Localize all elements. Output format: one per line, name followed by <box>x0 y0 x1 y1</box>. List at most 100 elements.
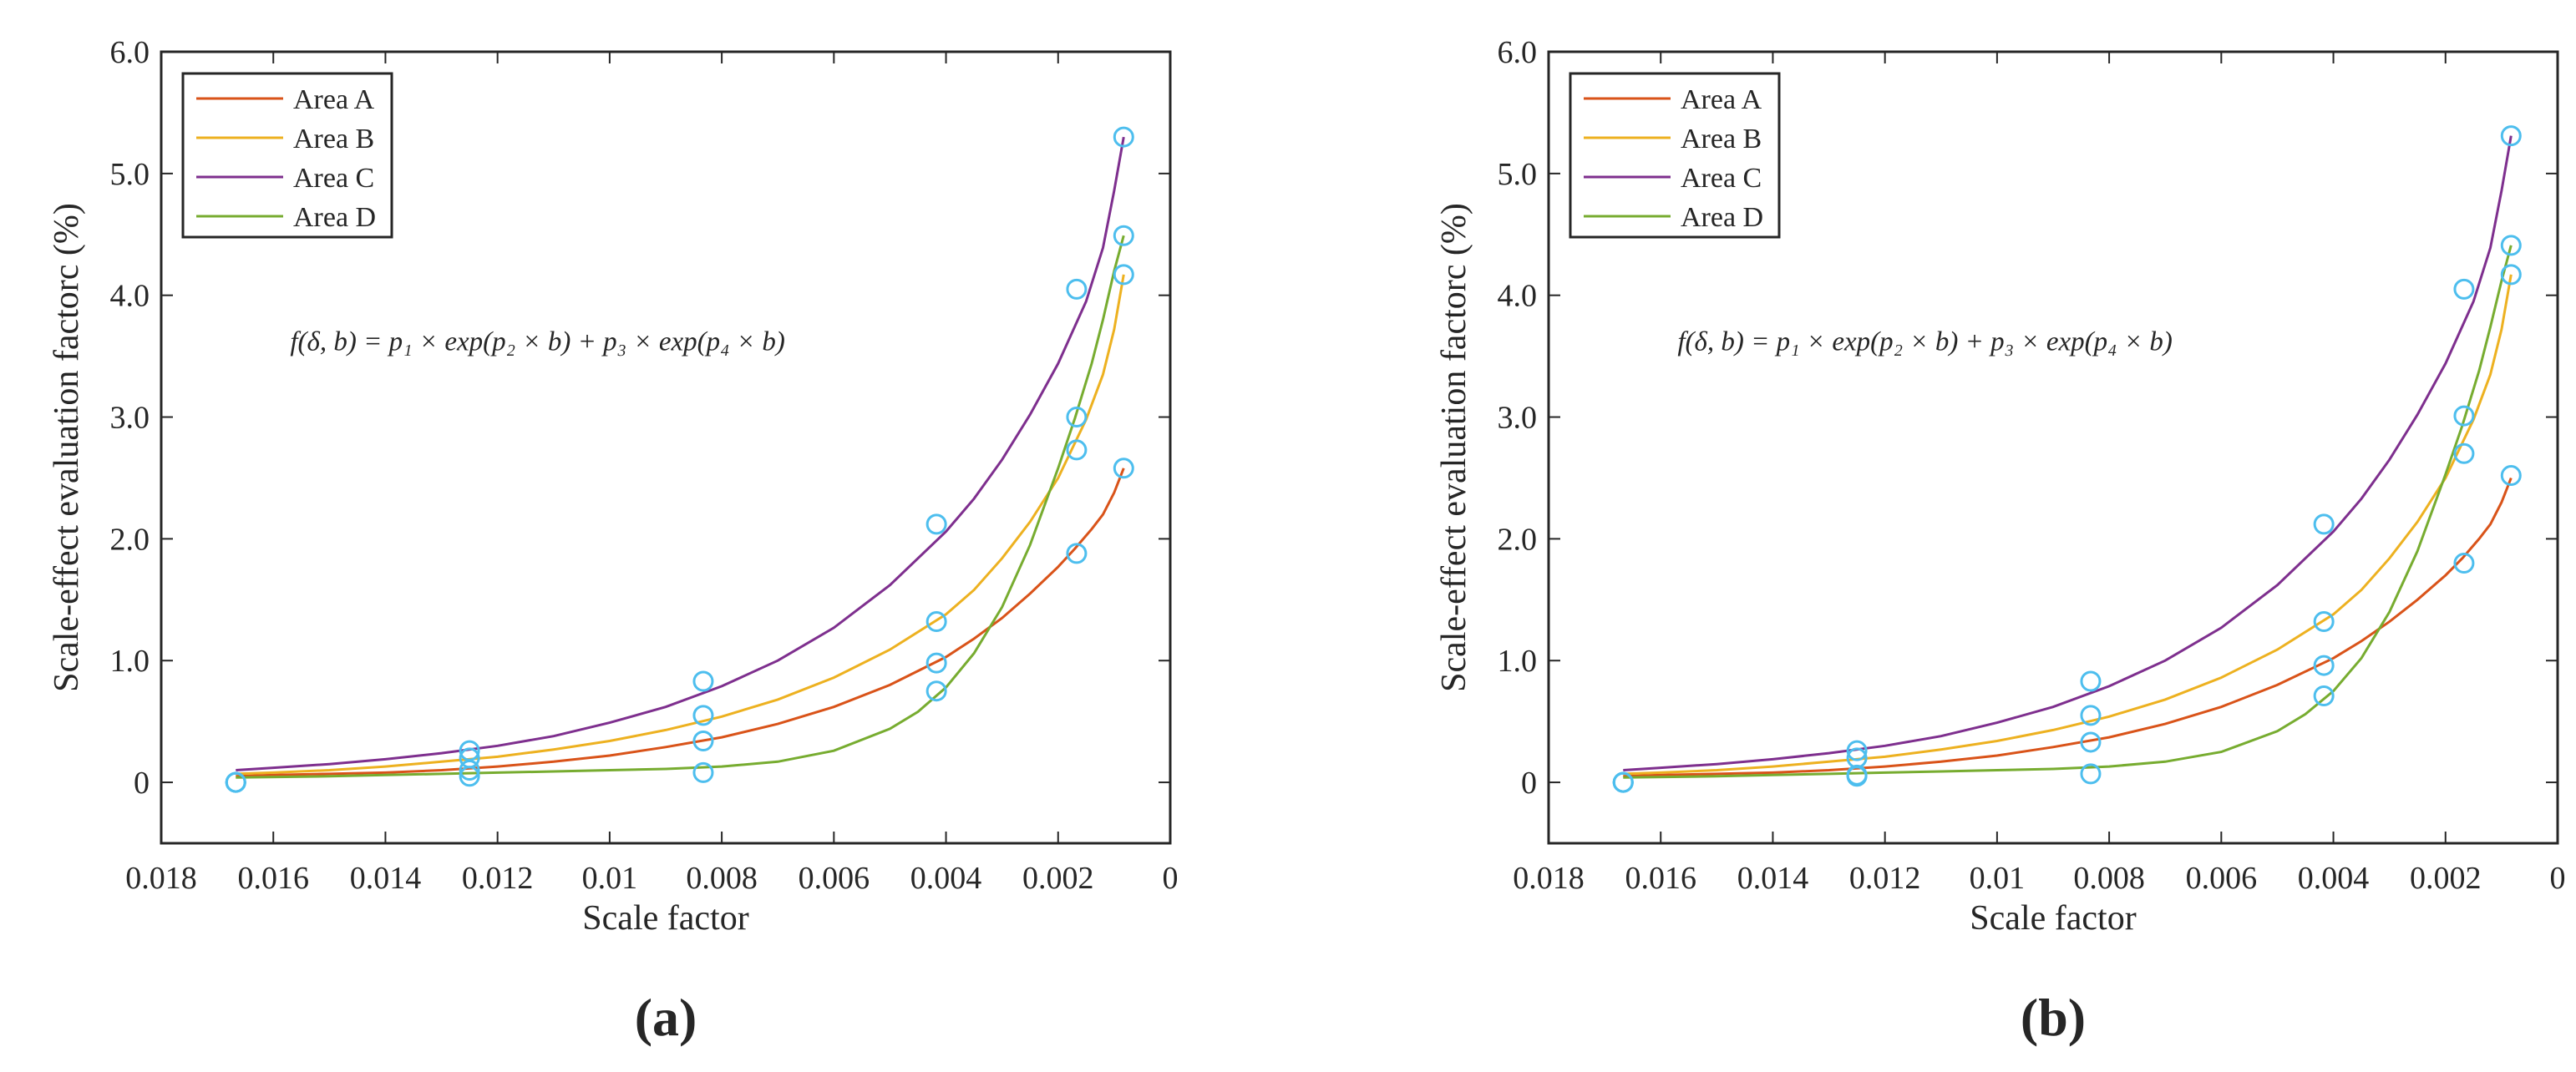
y-tick-label: 3.0 <box>1498 401 1538 436</box>
data-point-area-d <box>925 680 947 702</box>
x-tick-label: 0.014 <box>350 861 422 896</box>
chart-panel-a: 0 1.0 2.0 3.0 4.0 5.0 6.0 0.018 0.016 0.014 0.012 0… <box>48 35 1179 1047</box>
x-tick-label: 0.006 <box>799 861 870 896</box>
data-point-area-d <box>1612 771 1634 793</box>
chart-panel-b: 0 1.0 2.0 3.0 4.0 5.0 6.0 0.018 0.016 0.014 0.012 0… <box>1435 35 2566 1047</box>
x-tick-label: 0.008 <box>686 861 758 896</box>
data-point-area-b <box>692 705 714 726</box>
y-tick-label: 1.0 <box>110 644 150 679</box>
y-tick-label: 2.0 <box>1498 522 1538 557</box>
legend-label: Area B <box>1681 124 1762 154</box>
y-axis-label: Scale-effect evaluation factorc (%) <box>1435 203 1473 692</box>
y-tick-label: 5.0 <box>110 157 150 192</box>
data-point-area-c <box>2313 513 2335 535</box>
equation-annotation: f(δ, b) = p₁ × exp(p₂ × b) + p₃ × exp(p₄… <box>1677 326 2173 356</box>
data-point-area-b <box>2500 264 2522 286</box>
legend-label: Area C <box>1681 163 1762 194</box>
legend-label: Area A <box>1681 84 1762 115</box>
x-axis-label: Scale factor <box>1970 899 2136 938</box>
curve-area-c <box>1623 135 2513 771</box>
data-point-area-a <box>925 652 947 674</box>
data-point-area-b <box>2453 405 2475 427</box>
curve-area-d <box>236 235 1125 779</box>
curve-area-b <box>1623 274 2513 776</box>
y-tick-label: 6.0 <box>110 35 150 70</box>
plot-frame <box>160 50 1172 845</box>
data-point-area-d <box>1113 225 1134 246</box>
legend: Area A Area B Area C Area D <box>1569 72 1781 239</box>
data-point-area-d <box>692 761 714 783</box>
data-point-area-b <box>2080 705 2102 726</box>
y-tick-label: 4.0 <box>1498 279 1538 314</box>
x-tick-label: 0.008 <box>2073 861 2145 896</box>
y-tick-label: 0 <box>134 766 150 801</box>
panel-label: (a) <box>635 988 697 1047</box>
y-tick-label: 3.0 <box>110 401 150 436</box>
curve-area-d <box>1623 245 2513 779</box>
data-point-area-c <box>1113 126 1134 148</box>
curve-area-b <box>236 274 1125 776</box>
data-point-area-d <box>225 771 246 793</box>
x-tick-label: 0.016 <box>237 861 309 896</box>
plot-frame <box>1547 50 2559 845</box>
data-point-area-b <box>2313 611 2335 633</box>
data-point-area-d <box>2453 442 2475 464</box>
x-tick-label: 0.002 <box>2410 861 2482 896</box>
data-point-area-d <box>2313 685 2335 707</box>
data-point-area-b <box>1113 264 1134 286</box>
data-point-area-a <box>2453 553 2475 574</box>
data-point-area-c <box>2080 670 2102 692</box>
legend-label: Area D <box>1681 202 1763 233</box>
x-tick-label: 0 <box>1163 861 1179 896</box>
curve-area-c <box>236 136 1125 771</box>
x-tick-label: 0.012 <box>462 861 534 896</box>
data-point-area-c <box>459 740 480 761</box>
y-tick-label: 1.0 <box>1498 644 1538 679</box>
data-point-area-c <box>1846 740 1868 761</box>
data-point-area-d <box>1846 766 1868 787</box>
x-tick-label: 0.014 <box>1737 861 1809 896</box>
legend-box <box>1569 72 1781 239</box>
y-axis-label: Scale-effect evaluation factorc (%) <box>48 203 86 692</box>
data-point-area-c <box>2500 125 2522 147</box>
x-tick-label: 0.01 <box>1970 861 2026 896</box>
x-tick-label: 0.016 <box>1625 861 1696 896</box>
legend: Area A Area B Area C Area D <box>181 72 393 239</box>
x-tick-label: 0.006 <box>2186 861 2258 896</box>
legend-label: Area C <box>293 163 374 194</box>
data-point-area-a <box>2500 465 2522 487</box>
x-tick-label: 0.018 <box>125 861 197 896</box>
data-point-area-b <box>925 611 947 633</box>
x-tick-label: 0.01 <box>582 861 638 896</box>
legend-label: Area B <box>293 124 374 154</box>
curve-area-a <box>236 468 1125 778</box>
data-point-area-a <box>2080 731 2102 753</box>
data-point-area-a <box>1066 543 1088 564</box>
legend-label: Area D <box>293 202 376 233</box>
data-point-area-a <box>2313 655 2335 676</box>
y-tick-label: 4.0 <box>110 279 150 314</box>
x-tick-label: 0.004 <box>910 861 982 896</box>
data-point-area-c <box>692 670 714 692</box>
legend-box <box>181 72 393 239</box>
curve-area-a <box>1623 477 2513 778</box>
data-point-area-d <box>2500 235 2522 256</box>
data-point-area-a <box>692 730 714 751</box>
x-tick-label: 0.018 <box>1513 861 1585 896</box>
data-point-area-d <box>2080 763 2102 785</box>
y-tick-label: 2.0 <box>110 522 150 557</box>
panel-label: (b) <box>2021 988 2086 1047</box>
data-point-area-c <box>2453 278 2475 300</box>
equation-annotation: f(δ, b) = p₁ × exp(p₂ × b) + p₃ × exp(p₄… <box>290 326 785 356</box>
x-tick-label: 0.012 <box>1849 861 1921 896</box>
data-point-area-c <box>1066 278 1088 300</box>
y-tick-label: 0 <box>1521 766 1537 801</box>
x-axis-label: Scale factor <box>582 899 748 938</box>
data-point-area-d <box>459 766 480 787</box>
y-tick-label: 6.0 <box>1498 35 1538 70</box>
legend-label: Area A <box>293 84 375 115</box>
x-tick-label: 0.004 <box>2298 861 2370 896</box>
data-point-area-a <box>1113 458 1134 479</box>
y-tick-label: 5.0 <box>1498 157 1538 192</box>
